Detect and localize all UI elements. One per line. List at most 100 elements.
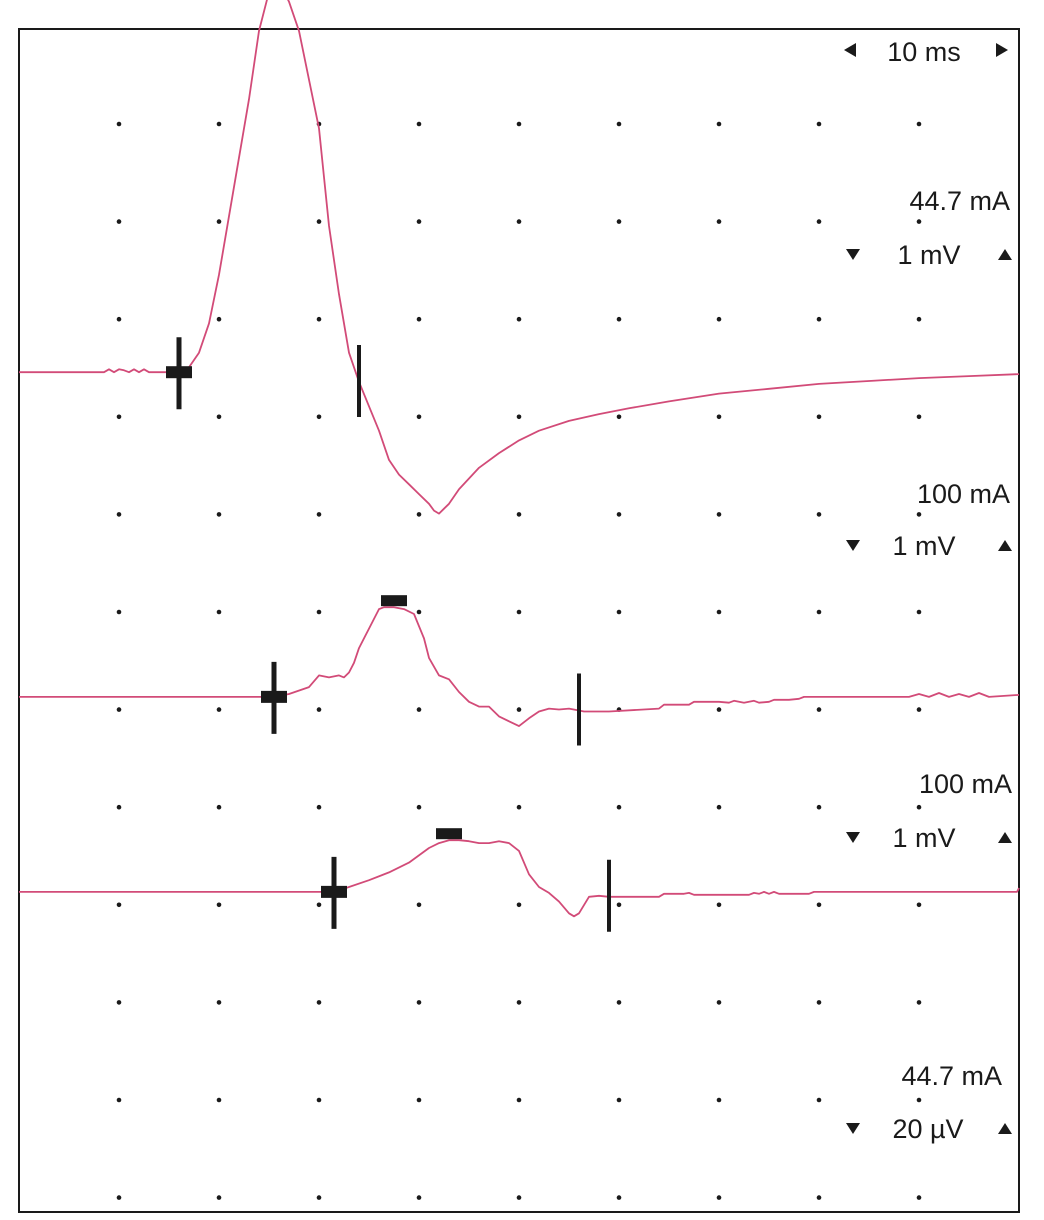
grid-dot (316, 902, 322, 908)
grid-dot (716, 512, 722, 517)
grid-dot (816, 1000, 822, 1005)
onset-marker-bar-channel-2 (261, 690, 287, 703)
channel-1-stim-label: 44.7 mA (909, 186, 1010, 216)
grid-dot (316, 316, 322, 322)
grid-dot (416, 1097, 422, 1103)
grid-dot (316, 1000, 322, 1005)
trace-channel-3 (19, 839, 1020, 918)
grid-dots (116, 121, 922, 1200)
grid-dot (916, 1097, 922, 1103)
grid-dot (116, 512, 122, 517)
triangle-left-icon[interactable] (844, 43, 856, 57)
grid-dot (616, 902, 622, 908)
timebase-control[interactable]: 10 ms (844, 37, 1008, 67)
grid-dot (216, 219, 222, 224)
triangle-down-icon[interactable] (846, 540, 860, 551)
grid-dot (816, 609, 822, 615)
grid-dot (716, 1000, 722, 1005)
channel-2-scale: 100 mA 1 mV (846, 479, 1012, 561)
channel-1-scale: 44.7 mA 1 mV (846, 186, 1012, 270)
grid-dot (416, 609, 422, 615)
plot-frame (18, 28, 1020, 1213)
grid-dot (516, 902, 522, 908)
grid-dot (316, 609, 322, 615)
triangle-up-icon[interactable] (998, 832, 1012, 843)
grid-dot (816, 316, 822, 322)
bottom-scale: 44.7 mA 20 µV (846, 1061, 1012, 1144)
cursor-markers (166, 337, 611, 932)
grid-dot (116, 707, 122, 712)
grid-dot (116, 609, 122, 615)
grid-dot (416, 414, 422, 420)
triangle-up-icon[interactable] (998, 249, 1012, 260)
grid-dot (816, 707, 822, 712)
grid-dot (416, 316, 422, 322)
grid-dot (916, 316, 922, 322)
grid-dot (216, 512, 222, 517)
channel-2-gain-label: 1 mV (892, 531, 955, 561)
grid-dot (716, 1195, 722, 1200)
channel-3-stim-label: 100 mA (919, 769, 1012, 799)
grid-dot (916, 609, 922, 615)
channel-3-scale: 100 mA 1 mV (846, 769, 1012, 853)
grid-dot (516, 804, 522, 810)
grid-dot (616, 804, 622, 810)
grid-dot (516, 1000, 522, 1005)
peak-marker-channel-2 (381, 595, 407, 607)
grid-dot (516, 316, 522, 322)
peak-marker-channel-3 (436, 828, 462, 840)
grid-dot (216, 1195, 222, 1200)
trace-channel-2 (19, 606, 1020, 727)
grid-dot (916, 219, 922, 224)
grid-dot (216, 414, 222, 420)
grid-dot (816, 902, 822, 908)
grid-dot (716, 707, 722, 712)
triangle-up-icon[interactable] (998, 540, 1012, 551)
grid-dot (716, 121, 722, 127)
grid-dot (516, 1195, 522, 1200)
onset-marker-bar-channel-1 (166, 366, 192, 379)
triangle-down-icon[interactable] (846, 832, 860, 843)
grid-dot (916, 902, 922, 908)
grid-dot (816, 219, 822, 224)
grid-dot (616, 1097, 622, 1103)
grid-dot (616, 512, 622, 517)
channel-2-stim-label: 100 mA (917, 479, 1010, 509)
grid-dot (416, 707, 422, 712)
grid-dot (616, 609, 622, 615)
grid-dot (216, 804, 222, 810)
grid-dot (716, 1097, 722, 1103)
trace-channel-1 (19, 0, 1020, 515)
grid-dot (216, 707, 222, 712)
grid-dot (816, 121, 822, 127)
grid-dot (616, 1195, 622, 1200)
grid-dot (916, 414, 922, 420)
grid-dot (316, 804, 322, 810)
grid-dot (616, 414, 622, 420)
grid-dot (216, 1097, 222, 1103)
grid-dot (516, 512, 522, 517)
grid-dot (316, 707, 322, 712)
triangle-up-icon[interactable] (998, 1123, 1012, 1134)
grid-dot (116, 414, 122, 420)
triangle-down-icon[interactable] (846, 249, 860, 260)
grid-dot (416, 121, 422, 127)
traces (19, 0, 1020, 918)
grid-dot (516, 414, 522, 420)
grid-dot (516, 219, 522, 224)
grid-dot (416, 902, 422, 908)
grid-dot (516, 609, 522, 615)
grid-dot (316, 1195, 322, 1200)
grid-dot (116, 1097, 122, 1103)
grid-dot (116, 902, 122, 908)
grid-dot (516, 121, 522, 127)
grid-dot (716, 414, 722, 420)
grid-dot (816, 512, 822, 517)
grid-dot (116, 804, 122, 810)
grid-dot (816, 1097, 822, 1103)
triangle-down-icon[interactable] (846, 1123, 860, 1134)
grid-dot (316, 219, 322, 224)
onset-marker-bar-channel-3 (321, 885, 347, 898)
grid-dot (116, 1000, 122, 1005)
triangle-right-icon[interactable] (996, 43, 1008, 57)
